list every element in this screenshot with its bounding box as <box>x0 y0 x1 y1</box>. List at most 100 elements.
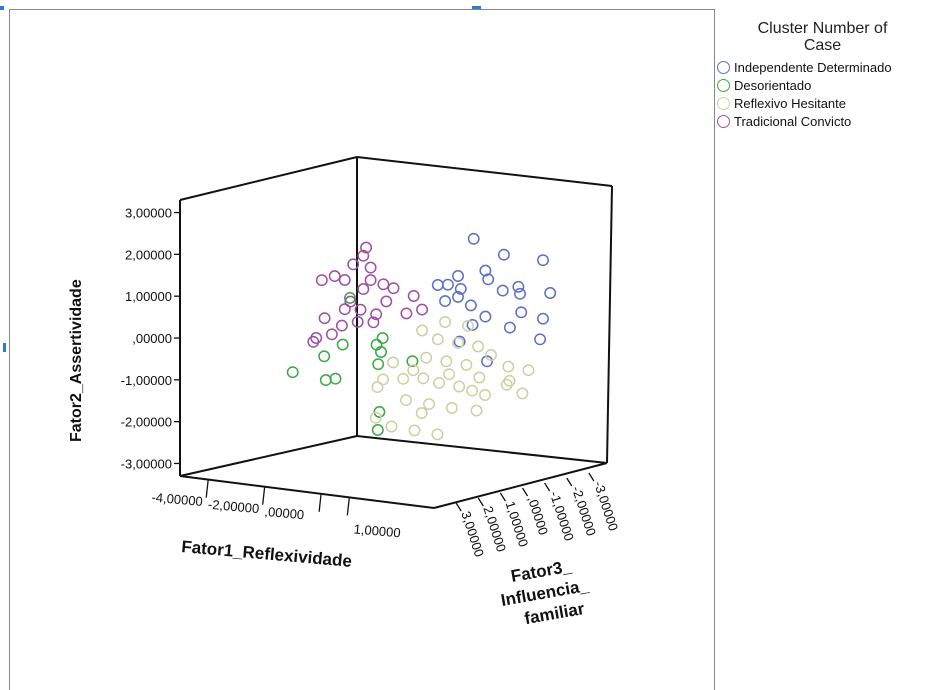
data-point <box>466 318 479 331</box>
data-point <box>372 358 385 371</box>
z-tick <box>544 482 551 492</box>
data-point <box>369 411 382 424</box>
data-point <box>347 258 360 271</box>
data-point <box>387 356 400 369</box>
data-point <box>472 340 485 353</box>
data-point <box>452 336 464 349</box>
cube-edge <box>179 475 435 509</box>
data-point <box>370 338 383 351</box>
data-point <box>514 287 526 300</box>
data-point <box>439 295 452 308</box>
data-point <box>387 282 400 295</box>
z-tick-label: 3,00000 <box>458 509 487 558</box>
data-point <box>515 306 528 319</box>
x-axis-label: Fator1_Reflexividade <box>181 537 353 571</box>
data-point <box>385 420 398 433</box>
x-tick-label: ,00000 <box>264 504 305 522</box>
data-point <box>453 380 466 393</box>
z-tick <box>477 497 484 507</box>
data-point <box>380 295 393 308</box>
data-point <box>360 241 373 254</box>
y-tick-label: -2,00000 <box>121 415 172 430</box>
data-point <box>516 387 529 400</box>
data-point <box>370 308 383 321</box>
cube-edge <box>356 435 608 464</box>
data-point <box>467 232 480 245</box>
data-point <box>344 291 356 304</box>
z-axis-label: Fator3_ Influencia_ familiar <box>499 556 590 628</box>
x-tick <box>262 486 266 505</box>
data-point <box>338 274 351 286</box>
data-point <box>377 278 390 291</box>
data-point <box>408 424 421 437</box>
data-point <box>367 316 380 329</box>
data-point <box>407 290 420 302</box>
cube-edge <box>179 156 358 201</box>
data-point <box>338 303 351 316</box>
data-point <box>377 373 390 386</box>
data-point <box>318 312 331 325</box>
data-point <box>431 333 444 346</box>
data-point <box>522 364 535 377</box>
selection-handle-top-middle[interactable] <box>472 6 481 9</box>
data-point <box>439 316 452 328</box>
legend-title-line-2: Case <box>803 37 842 54</box>
x-tick-label: -4,00000 <box>151 490 203 509</box>
data-point <box>335 319 348 332</box>
data-point <box>473 371 486 384</box>
legend-circle-icon <box>717 96 730 110</box>
y-tick-label: 3,00000 <box>125 206 172 221</box>
data-point <box>544 287 557 299</box>
data-point <box>373 405 386 418</box>
data-point <box>534 333 547 346</box>
data-point <box>443 368 456 381</box>
y-tick-label: -3,00000 <box>121 456 172 471</box>
data-point <box>415 407 428 420</box>
selection-handle-top-left[interactable] <box>0 6 4 10</box>
cube-edge <box>433 462 608 509</box>
data-point <box>417 372 430 385</box>
y-axis-label: Fator2_Assertividade <box>68 279 85 442</box>
data-point <box>503 321 516 334</box>
data-point <box>420 351 433 364</box>
data-point <box>454 282 467 295</box>
data-point <box>371 381 384 394</box>
legend-title: Cluster Number of Case <box>714 20 931 54</box>
z-tick <box>455 502 462 512</box>
cube-wireframe <box>179 156 613 509</box>
data-point <box>479 310 492 323</box>
data-point <box>431 279 444 291</box>
y-tick-label: 1,00000 <box>125 289 172 304</box>
x-tick <box>346 497 350 516</box>
data-point <box>416 303 429 316</box>
data-point <box>497 248 510 261</box>
legend-item: Tradicional Convicto <box>717 112 931 130</box>
data-point <box>452 270 464 282</box>
data-point <box>407 364 420 377</box>
data-point <box>286 366 299 379</box>
data-point <box>470 404 483 417</box>
legend-label: Independente Determinado <box>734 59 892 75</box>
data-point <box>328 270 341 283</box>
legend-item: Reflexivo Hesitante <box>717 94 931 112</box>
data-point <box>315 274 328 287</box>
data-point <box>537 254 549 267</box>
legend: Cluster Number of Case Independente Dete… <box>714 20 931 130</box>
cube-edge <box>356 156 613 187</box>
data-point <box>453 335 466 348</box>
data-point <box>423 398 435 411</box>
cube-edge <box>606 185 613 464</box>
legend-circle-icon <box>717 60 730 74</box>
data-point <box>445 402 458 414</box>
data-point <box>433 376 446 389</box>
x-tick <box>318 493 322 512</box>
data-point <box>364 274 377 287</box>
z-tick <box>588 472 595 482</box>
y-tick-label: 2,00000 <box>125 247 172 262</box>
selection-handle-left-middle[interactable] <box>3 343 6 352</box>
data-point <box>431 428 444 441</box>
data-point <box>481 355 493 368</box>
data-point <box>479 389 491 401</box>
data-point <box>319 374 332 387</box>
